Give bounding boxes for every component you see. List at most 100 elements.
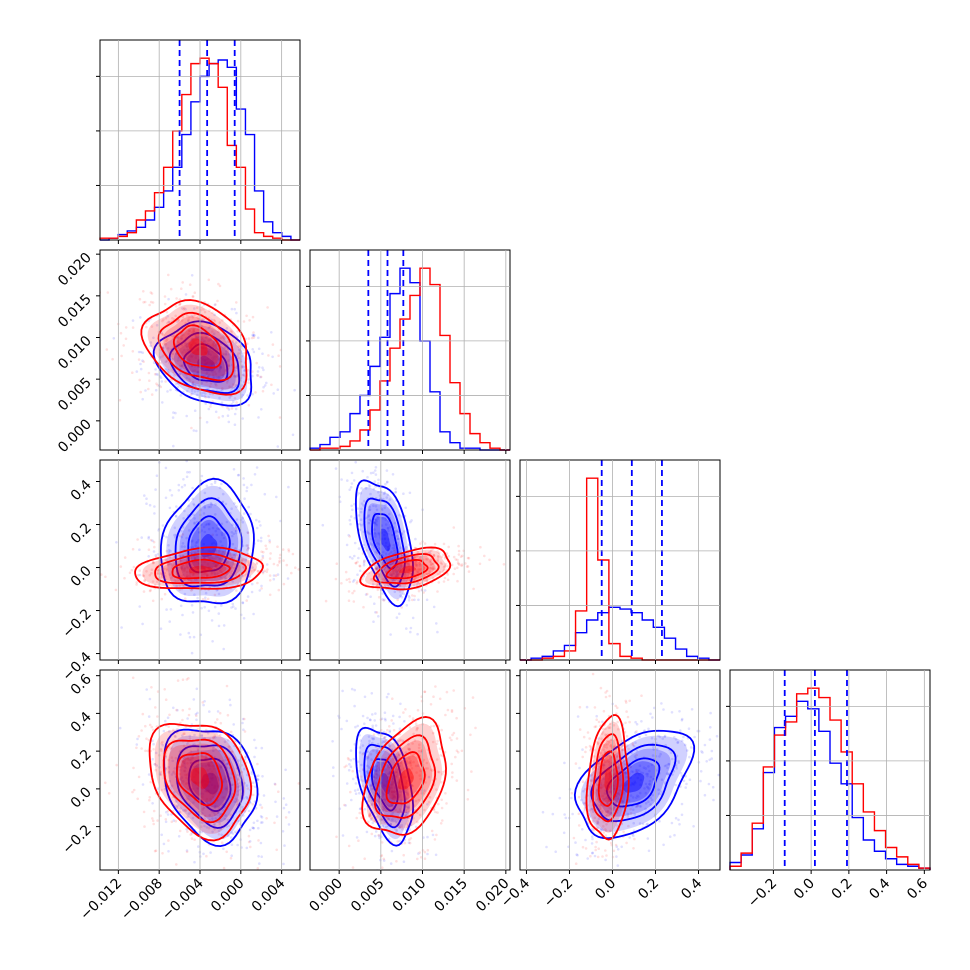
- scatter-point: [651, 716, 654, 719]
- scatter-point: [169, 608, 173, 611]
- scatter-point: [230, 330, 234, 334]
- scatter-point: [605, 813, 609, 817]
- scatter-point: [395, 828, 399, 832]
- scatter-point: [218, 527, 221, 531]
- scatter-point: [346, 479, 349, 482]
- scatter-point: [212, 764, 216, 768]
- scatter-point: [145, 570, 148, 573]
- scatter-point: [392, 781, 395, 784]
- density-fill: [373, 516, 397, 566]
- scatter-point: [423, 579, 427, 582]
- scatter-point: [359, 778, 363, 781]
- scatter-point: [181, 708, 185, 712]
- scatter-point: [252, 826, 255, 830]
- scatter-point: [563, 761, 566, 765]
- scatter-point: [228, 745, 231, 749]
- scatter-point: [377, 774, 380, 777]
- scatter-point: [349, 522, 352, 526]
- scatter-point: [168, 506, 172, 510]
- scatter-point: [353, 589, 356, 593]
- scatter-point: [169, 747, 173, 751]
- scatter-point: [441, 770, 445, 774]
- scatter-point: [165, 359, 169, 363]
- scatter-point: [399, 702, 402, 706]
- scatter-point: [145, 502, 148, 506]
- scatter-point: [417, 746, 421, 750]
- scatter-point: [201, 780, 204, 784]
- scatter-point: [167, 563, 170, 567]
- scatter-point: [390, 790, 394, 793]
- scatter-point: [260, 816, 264, 819]
- scatter-point: [229, 776, 232, 780]
- scatter-point: [625, 735, 629, 738]
- histogram-blue: [309, 267, 510, 451]
- scatter-point: [359, 510, 363, 514]
- scatter-point: [137, 573, 140, 577]
- scatter-point: [208, 764, 211, 768]
- scatter-point: [181, 281, 184, 284]
- scatter-point: [429, 558, 433, 562]
- scatter-point: [204, 764, 208, 768]
- scatter-point: [366, 756, 370, 759]
- scatter-point: [385, 695, 389, 699]
- scatter-point: [150, 292, 154, 295]
- scatter-point: [176, 346, 180, 350]
- scatter-point: [595, 783, 599, 786]
- scatter-point: [196, 337, 199, 340]
- scatter-point: [382, 730, 386, 734]
- scatter-point: [652, 748, 655, 751]
- scatter-point: [426, 572, 429, 576]
- scatter-point: [207, 763, 210, 767]
- density-fill: [378, 740, 433, 814]
- scatter-point: [225, 850, 228, 854]
- scatter-point: [353, 516, 357, 520]
- scatter-point: [415, 583, 419, 586]
- scatter-point: [256, 819, 259, 823]
- scatter-point: [179, 559, 183, 562]
- scatter-point: [356, 760, 360, 763]
- scatter-point: [204, 396, 208, 399]
- scatter-point: [377, 482, 380, 485]
- scatter-point: [640, 694, 643, 697]
- scatter-point: [377, 800, 381, 804]
- scatter-point: [407, 562, 410, 566]
- scatter-point: [390, 804, 394, 807]
- scatter-point: [389, 525, 392, 529]
- scatter-point: [229, 357, 232, 361]
- scatter-point: [252, 612, 255, 616]
- scatter-point: [214, 549, 218, 552]
- scatter-point: [230, 407, 234, 410]
- scatter-point: [208, 385, 212, 389]
- scatter-point: [210, 566, 214, 569]
- scatter-point: [234, 407, 238, 411]
- scatter-point: [437, 770, 441, 774]
- scatter-point: [142, 574, 146, 578]
- scatter-point: [380, 790, 384, 793]
- scatter-point: [374, 473, 378, 476]
- scatter-point: [558, 796, 562, 800]
- scatter-point: [413, 594, 416, 598]
- scatter-point: [457, 549, 461, 553]
- scatter-point: [148, 573, 152, 577]
- scatter-point: [597, 804, 601, 808]
- scatter-point: [375, 764, 379, 767]
- scatter-point: [207, 790, 211, 793]
- x-tick-label: 0.0: [791, 876, 818, 903]
- scatter-point: [324, 568, 327, 571]
- scatter-point: [373, 719, 377, 722]
- scatter-point: [233, 412, 237, 416]
- scatter-point: [669, 751, 673, 755]
- scatter-point: [451, 771, 454, 774]
- scatter-point: [200, 567, 204, 570]
- scatter-point: [200, 523, 203, 526]
- scatter-point: [208, 373, 211, 377]
- scatter-point: [222, 624, 226, 627]
- scatter-point: [466, 798, 470, 801]
- scatter-point: [174, 819, 178, 823]
- scatter-point: [455, 716, 458, 720]
- scatter-point: [249, 845, 252, 849]
- contour-line: [159, 477, 255, 605]
- contour-line: [134, 546, 264, 590]
- scatter-point: [237, 356, 241, 360]
- scatter-point: [418, 568, 421, 571]
